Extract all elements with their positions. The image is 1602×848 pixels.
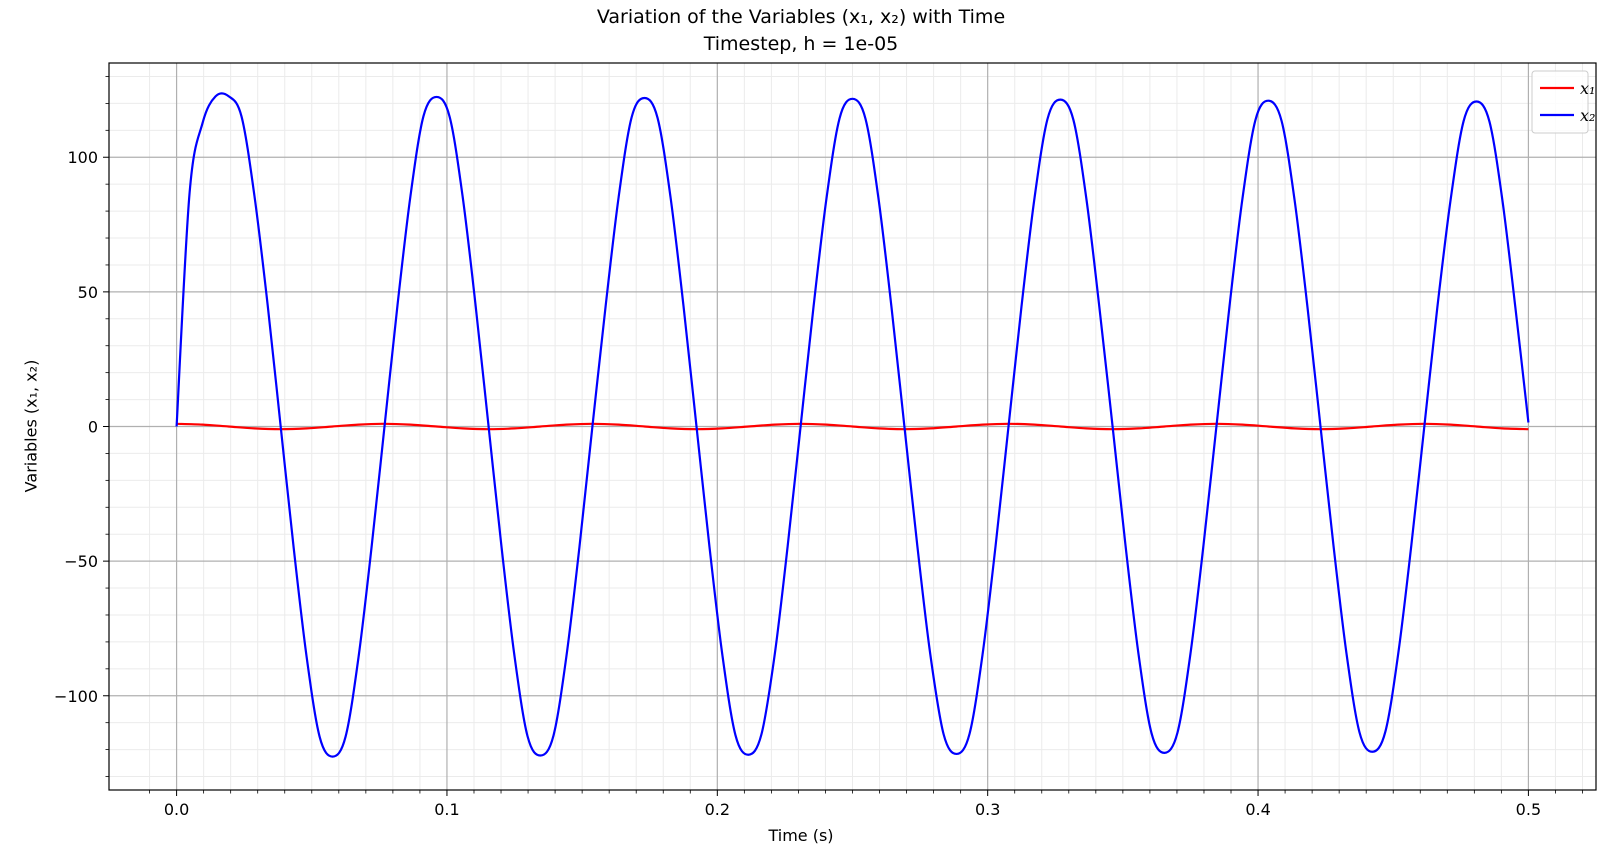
y-tick-label: 100 [67, 148, 98, 167]
y-tick-label: 50 [78, 283, 98, 302]
chart-title: Variation of the Variables (x₁, x₂) with… [596, 6, 1006, 28]
x-tick-label: 0.3 [975, 800, 1000, 819]
series-layer [175, 92, 1530, 758]
x-tick-label: 0.0 [164, 800, 189, 819]
axis-ticks: 0.0 0.1 0.2 0.3 0.4 0.5 −100 −50 0 50 100 [54, 76, 1583, 819]
y-axis-label: Variables (x₁, x₂) [21, 359, 41, 493]
y-tick-label: −100 [54, 687, 98, 706]
series-line-x2 [175, 92, 1530, 758]
legend-label-x1: x₁ [1580, 79, 1595, 98]
x-axis-label: Time (s) [768, 826, 834, 845]
legend-label-x2: x₂ [1580, 106, 1595, 125]
x-tick-label: 0.1 [434, 800, 459, 819]
legend: x₁ x₂ [1531, 70, 1595, 134]
y-tick-label: −50 [64, 552, 98, 571]
x-tick-label: 0.5 [1516, 800, 1541, 819]
chart-subtitle: Timestep, h = 1e-05 [703, 33, 899, 55]
legend-box [1531, 70, 1589, 134]
y-tick-label: 0 [88, 418, 98, 437]
x-tick-label: 0.2 [705, 800, 730, 819]
x-tick-label: 0.4 [1245, 800, 1270, 819]
series-line-x1 [176, 422, 1529, 431]
